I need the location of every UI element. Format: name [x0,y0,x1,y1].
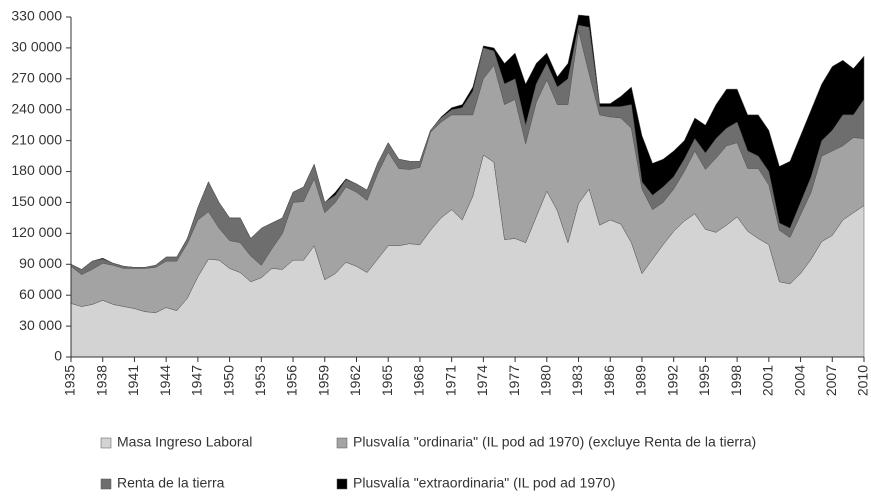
x-tick-label: 1983 [569,365,585,396]
y-tick-label: 180 000 [11,162,62,178]
y-tick-label: 60 000 [19,286,62,302]
y-tick-label: 150 000 [11,193,62,209]
x-tick-label: 1962 [347,365,363,396]
x-tick-label: 1995 [696,365,712,396]
x-tick-label: 1941 [125,365,141,396]
legend-swatch [336,437,348,449]
legend-label: Renta de la tierra [117,475,225,491]
x-tick-label: 2004 [791,365,807,396]
x-tick-label: 1953 [252,365,268,396]
y-tick-label: 270 000 [11,70,62,86]
y-tick-label: 0 [54,348,62,364]
x-tick-label: 1980 [538,365,554,396]
area [70,14,865,270]
legend-swatch [100,437,112,449]
legend-label: Plusvalía "extraordinaria" (IL pod ad 19… [353,475,615,491]
x-tick-label: 1998 [728,365,744,396]
x-tick-label: 1974 [474,365,490,396]
x-tick-label: 1986 [601,365,617,396]
y-tick-label: 210 000 [11,131,62,147]
x-tick-label: 1950 [220,365,236,396]
y-tick-label: 240 000 [11,100,62,116]
y-tick-label: 30 000 [19,317,62,333]
legend-label: Masa Ingreso Laboral [117,434,252,450]
x-tick-label: 1989 [633,365,649,396]
x-tick-label: 2007 [823,365,839,396]
x-tick-label: 1959 [315,365,331,396]
x-tick-label: 1956 [284,365,300,396]
x-tick-label: 2001 [760,365,776,396]
y-tick-label: 120 000 [11,224,62,240]
y-tick-label: 30 0000 [11,39,62,55]
legend-swatch [336,478,348,490]
x-tick-label: 1971 [442,365,458,396]
x-tick-label: 1992 [664,365,680,396]
x-tick-label: 1968 [411,365,427,396]
x-tick-label: 1947 [189,365,205,396]
x-tick-label: 2010 [855,365,871,396]
x-tick-label: 1977 [506,365,522,396]
y-tick-label: 330 000 [11,8,62,24]
x-tick-label: 1935 [62,365,78,396]
y-tick-label: 90 000 [19,255,62,271]
legend-swatch [100,478,112,490]
x-tick-label: 1944 [157,365,173,396]
x-tick-label: 1965 [379,365,395,396]
x-tick-label: 1938 [93,365,109,396]
legend-label: Plusvalía "ordinaria" (IL pod ad 1970) (… [353,434,756,450]
